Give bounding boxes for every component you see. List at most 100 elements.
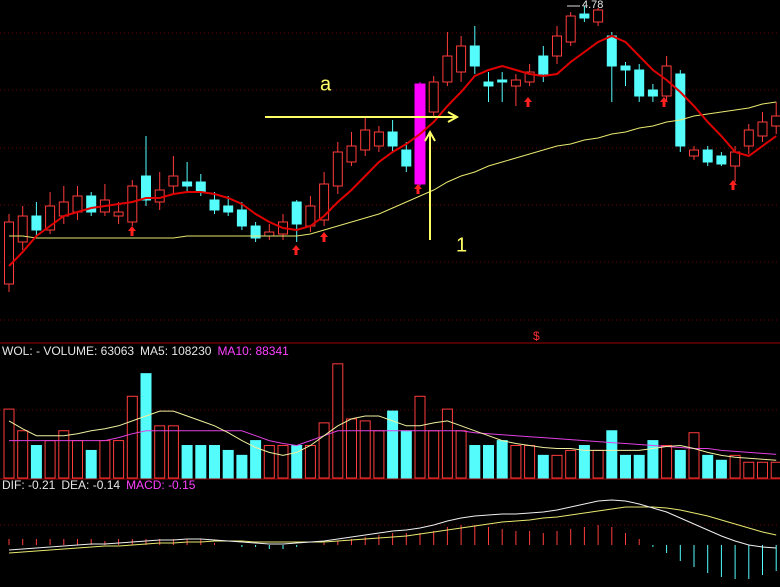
legend-entry: DIF: -0.21	[2, 478, 56, 492]
legend-entry: MA10: 88341	[217, 344, 289, 358]
candle-body	[456, 45, 467, 73]
annotation-arrows	[265, 111, 460, 240]
legend-entry: WOL: - VOLUME: 63063	[2, 344, 134, 358]
volume-bar	[387, 410, 399, 479]
candle-body	[113, 211, 124, 217]
candle-body	[730, 151, 741, 167]
candle-body	[442, 55, 453, 83]
volume-bar	[565, 449, 577, 479]
volume-bar	[195, 445, 207, 479]
volume-bar	[551, 454, 563, 479]
volume-bar	[606, 430, 618, 479]
candle-body	[757, 121, 768, 137]
candle-body	[264, 231, 275, 237]
volume-bar	[250, 440, 262, 479]
volume-bar	[770, 461, 780, 479]
candle-body	[154, 189, 165, 203]
candle-body	[195, 181, 206, 193]
volume-bar	[715, 459, 727, 479]
ma-short-line	[8, 34, 777, 267]
volume-bar	[44, 440, 56, 479]
volume-bar	[592, 449, 604, 479]
volume-bar	[332, 363, 344, 479]
signal-arrow	[320, 232, 328, 242]
annotation-label: 1	[456, 234, 467, 256]
volume-bar	[661, 445, 673, 479]
volume-bar	[620, 454, 631, 479]
candle-body	[86, 195, 97, 213]
dif-line	[8, 499, 777, 551]
volume-bar	[3, 408, 15, 479]
candle-body	[510, 79, 521, 87]
candle-body	[702, 149, 713, 163]
volume-bar	[113, 440, 125, 479]
candle-body	[346, 145, 357, 163]
volume-bar	[483, 445, 494, 479]
candle-body	[291, 201, 302, 225]
volume-bar	[633, 454, 645, 479]
candle-body	[319, 183, 330, 221]
candle-body	[743, 129, 754, 147]
volume-bar	[263, 445, 275, 479]
arrow-head	[447, 111, 460, 123]
candle-body	[620, 65, 631, 71]
volume-bar	[496, 440, 508, 479]
signal-arrow	[660, 97, 668, 107]
ma-long-line	[9, 101, 777, 239]
candle-body	[236, 209, 247, 227]
signal-arrow	[729, 180, 737, 190]
volume-bar	[702, 454, 714, 479]
arrow-head	[424, 129, 436, 142]
volume-bar	[400, 430, 412, 479]
volume-bar	[757, 461, 768, 479]
volume-bar	[510, 445, 522, 479]
volume-bar	[743, 461, 755, 479]
high-label: 4.78	[582, 0, 603, 11]
candle-body	[360, 129, 371, 151]
volume-bar	[524, 445, 536, 479]
volume-bar	[537, 454, 549, 479]
candle-body	[565, 15, 576, 43]
signal-arrow	[414, 184, 422, 194]
candle-body	[58, 201, 69, 217]
candle-body	[552, 35, 562, 57]
legend-entry: MA5: 108230	[140, 344, 212, 358]
candle-body	[168, 175, 179, 187]
volume-bar	[373, 430, 385, 479]
volume-bar	[58, 430, 70, 479]
candle-body	[524, 71, 535, 83]
candle-body	[31, 215, 42, 231]
candle-body	[141, 175, 151, 201]
volume-ma5-line	[8, 410, 777, 461]
candle-body	[209, 199, 220, 211]
volume-bar	[359, 420, 371, 479]
candle-body	[771, 115, 780, 127]
candle-body	[634, 69, 645, 97]
volume-bar	[72, 440, 83, 479]
volume-bar	[85, 449, 97, 479]
candle-body	[401, 149, 412, 167]
candle-body	[483, 81, 494, 87]
candle-body	[127, 185, 138, 223]
candle-body	[332, 151, 343, 187]
volume-bar	[140, 373, 152, 479]
volume-bar	[167, 425, 179, 479]
candle-body	[223, 205, 234, 213]
volume-bar	[17, 430, 29, 479]
annotation-label: a	[320, 73, 332, 95]
volume-bar	[126, 395, 138, 479]
volume-bar	[729, 454, 741, 479]
candle-body	[579, 13, 590, 19]
volume-ma10-line	[9, 430, 777, 455]
volume-bar	[277, 445, 289, 479]
volume-bar	[30, 445, 42, 479]
candle-body	[689, 149, 699, 157]
volume-bar	[578, 445, 590, 479]
candle-body	[716, 155, 727, 165]
volume-bar	[647, 440, 659, 479]
candle-body	[182, 181, 193, 187]
candle-body	[675, 73, 686, 147]
volume-bar	[441, 408, 453, 479]
